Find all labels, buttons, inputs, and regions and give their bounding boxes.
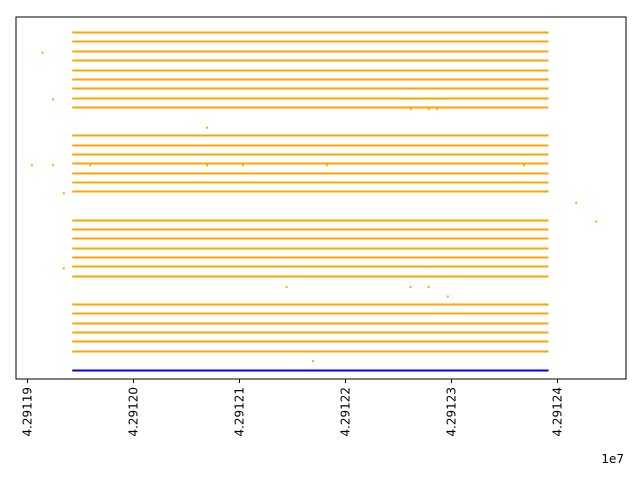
- x-tick-label-0: 4.29119: [21, 387, 35, 437]
- point-marker-3: [52, 164, 54, 166]
- point-marker-10: [428, 108, 430, 110]
- point-marker-18: [410, 286, 412, 288]
- x-tick-label-1: 4.29120: [127, 387, 141, 437]
- point-marker-6: [206, 164, 208, 166]
- x-tick-label-2: 4.29121: [233, 387, 247, 437]
- point-marker-20: [447, 295, 449, 297]
- point-marker-16: [63, 267, 65, 269]
- point-marker-1: [52, 99, 54, 101]
- point-marker-14: [575, 202, 577, 204]
- x-tick-label-3: 4.29122: [339, 387, 353, 437]
- point-marker-9: [410, 108, 412, 110]
- x-tick-label-4: 4.29123: [445, 387, 459, 437]
- point-marker-17: [286, 286, 288, 288]
- point-marker-15: [595, 220, 597, 222]
- point-marker-7: [242, 164, 244, 166]
- point-marker-2: [31, 164, 33, 166]
- point-marker-21: [312, 360, 314, 362]
- point-marker-11: [436, 108, 438, 110]
- point-marker-12: [523, 164, 525, 166]
- point-marker-4: [89, 164, 91, 166]
- point-marker-13: [63, 192, 65, 194]
- point-marker-5: [206, 127, 208, 129]
- point-marker-19: [428, 286, 430, 288]
- point-marker-8: [326, 164, 328, 166]
- point-marker-0: [42, 52, 44, 54]
- x-axis-offset-label: 1e7: [601, 452, 624, 466]
- x-tick-label-5: 4.29124: [551, 387, 565, 437]
